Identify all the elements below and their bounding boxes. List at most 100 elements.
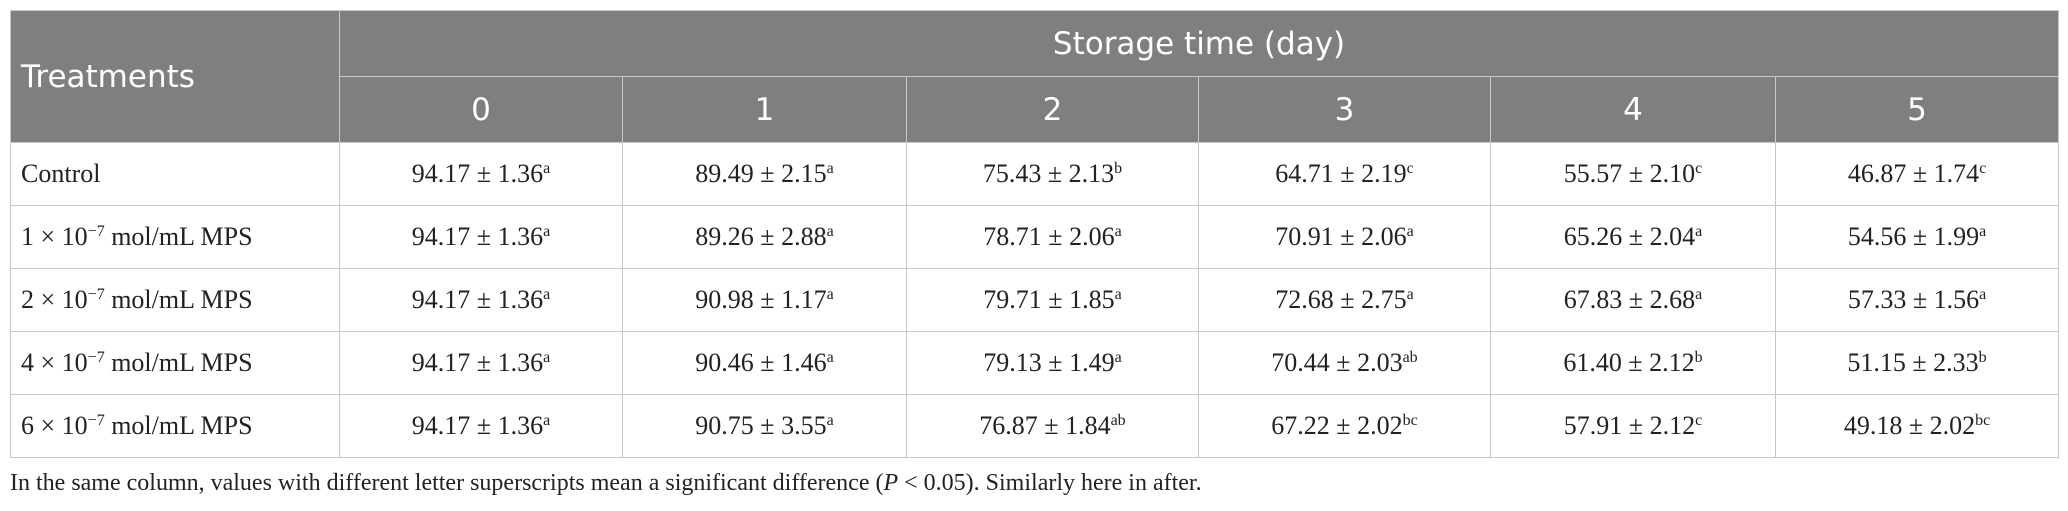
cell-superscript: a xyxy=(1695,223,1703,240)
exponent: −7 xyxy=(87,223,105,240)
cell-superscript: a xyxy=(826,286,834,303)
cell-value: 57.33 ± 1.56 xyxy=(1847,285,1980,314)
table-body: Control 94.17 ± 1.36a 89.49 ± 2.15a 75.43 ±… xyxy=(10,142,2060,458)
cell-value: 79.13 ± 1.49 xyxy=(983,348,1115,377)
table-cell: 70.44 ± 2.03ab xyxy=(1198,331,1491,395)
cell-value: 65.26 ± 2.04 xyxy=(1563,222,1696,251)
label-text: mol/mL MPS xyxy=(104,222,253,251)
cell-superscript: b xyxy=(1978,349,1987,366)
cell-superscript: a xyxy=(543,286,551,303)
cell-value: 78.71 ± 2.06 xyxy=(983,222,1115,251)
table-cell: 57.33 ± 1.56a xyxy=(1774,268,2060,332)
cell-value: 76.87 ± 1.84 xyxy=(979,411,1111,440)
row-label: 4 × 10−7 mol/mL MPS xyxy=(10,331,340,395)
header-cell: Storage time (day) xyxy=(338,10,2060,77)
table-cell: 54.56 ± 1.99a xyxy=(1774,205,2060,269)
cell-value: 67.83 ± 2.68 xyxy=(1563,285,1696,314)
cell-value: 54.56 ± 1.99 xyxy=(1847,222,1980,251)
cell-value: 94.17 ± 1.36 xyxy=(411,348,544,377)
cell-superscript: a xyxy=(826,412,834,429)
cell-superscript: a xyxy=(826,223,834,240)
header-row: Treatments Storage time (day) xyxy=(10,10,2060,143)
footnote-text: In the same column, values with differen… xyxy=(10,470,884,496)
header-cell: 3 xyxy=(1198,76,1491,143)
cell-value: 55.57 ± 2.10 xyxy=(1563,159,1696,188)
cell-value: 90.46 ± 1.46 xyxy=(695,348,827,377)
header-cell: 4 xyxy=(1490,76,1776,143)
table-cell: 94.17 ± 1.36a xyxy=(339,268,623,332)
table-cell: 79.71 ± 1.85a xyxy=(906,268,1199,332)
cell-value: 94.17 ± 1.36 xyxy=(411,222,544,251)
cell-value: 51.15 ± 2.33 xyxy=(1847,348,1979,377)
table-cell: 94.17 ± 1.36a xyxy=(339,331,623,395)
footnote: In the same column, values with differen… xyxy=(10,470,1202,497)
row-label: 2 × 10−7 mol/mL MPS xyxy=(10,268,340,332)
table-cell: 70.91 ± 2.06a xyxy=(1198,205,1491,269)
label-text: mol/mL MPS xyxy=(104,285,253,314)
cell-superscript: a xyxy=(826,349,834,366)
cell-superscript: a xyxy=(1114,223,1122,240)
cell-value: 90.98 ± 1.17 xyxy=(695,285,827,314)
table-cell: 72.68 ± 2.75a xyxy=(1198,268,1491,332)
cell-superscript: a xyxy=(1979,223,1987,240)
header-cell: 0 xyxy=(339,76,623,143)
table-cell: 61.40 ± 2.12b xyxy=(1490,331,1776,395)
table-cell: 90.46 ± 1.46a xyxy=(622,331,907,395)
cell-superscript: a xyxy=(1406,286,1414,303)
table-cell: 67.22 ± 2.02bc xyxy=(1198,394,1491,458)
header-cell: 5 xyxy=(1774,76,2060,143)
exponent: −7 xyxy=(87,286,105,303)
cell-superscript: a xyxy=(1114,286,1122,303)
table-cell: 55.57 ± 2.10c xyxy=(1490,142,1776,206)
cell-superscript: c xyxy=(1695,160,1703,177)
table-cell: 76.87 ± 1.84ab xyxy=(906,394,1199,458)
cell-superscript: a xyxy=(1406,223,1414,240)
cell-value: 64.71 ± 2.19 xyxy=(1275,159,1407,188)
table-cell: 78.71 ± 2.06a xyxy=(906,205,1199,269)
exponent: −7 xyxy=(87,412,105,429)
table-cell: 90.75 ± 3.55a xyxy=(622,394,907,458)
cell-value: 57.91 ± 2.12 xyxy=(1563,411,1696,440)
header-cell: Treatments xyxy=(10,10,340,143)
table-cell: 94.17 ± 1.36a xyxy=(339,142,623,206)
cell-superscript: a xyxy=(543,412,551,429)
cell-value: 89.26 ± 2.88 xyxy=(695,222,827,251)
footnote-italic: P xyxy=(883,470,899,496)
cell-value: 75.43 ± 2.13 xyxy=(982,159,1115,188)
table-cell: 89.26 ± 2.88a xyxy=(622,205,907,269)
table-cell: 75.43 ± 2.13b xyxy=(906,142,1199,206)
label-text: 1 × 10 xyxy=(21,222,88,251)
cell-value: 61.40 ± 2.12 xyxy=(1563,348,1695,377)
table-cell: 90.98 ± 1.17a xyxy=(622,268,907,332)
cell-value: 70.44 ± 2.03 xyxy=(1271,348,1403,377)
footnote-text: < 0.05). Similarly here in after. xyxy=(898,470,1202,496)
header-cell: 1 xyxy=(622,76,907,143)
table-cell: 51.15 ± 2.33b xyxy=(1774,331,2060,395)
table-row: 1 × 10−7 mol/mL MPS 94.17 ± 1.36a 89.26 ± … xyxy=(10,205,2060,269)
cell-superscript: a xyxy=(1695,286,1703,303)
cell-value: 49.18 ± 2.02 xyxy=(1843,411,1976,440)
table-row: 2 × 10−7 mol/mL MPS 94.17 ± 1.36a 90.98 ± … xyxy=(10,268,2060,332)
cell-value: 67.22 ± 2.02 xyxy=(1271,411,1403,440)
cell-superscript: ab xyxy=(1402,349,1418,366)
label-text: mol/mL MPS xyxy=(104,348,253,377)
label-text: 6 × 10 xyxy=(21,411,88,440)
cell-superscript: a xyxy=(1979,286,1987,303)
label-text: mol/mL MPS xyxy=(104,411,253,440)
cell-superscript: bc xyxy=(1402,412,1418,429)
cell-value: 46.87 ± 1.74 xyxy=(1847,159,1980,188)
cell-superscript: a xyxy=(1114,349,1122,366)
cell-superscript: a xyxy=(543,160,551,177)
header-cell: 2 xyxy=(906,76,1199,143)
table-cell: 46.87 ± 1.74c xyxy=(1774,142,2060,206)
cell-superscript: c xyxy=(1406,160,1414,177)
cell-superscript: b xyxy=(1114,160,1123,177)
label-text: 2 × 10 xyxy=(21,285,88,314)
cell-superscript: c xyxy=(1979,160,1987,177)
table-cell: 79.13 ± 1.49a xyxy=(906,331,1199,395)
